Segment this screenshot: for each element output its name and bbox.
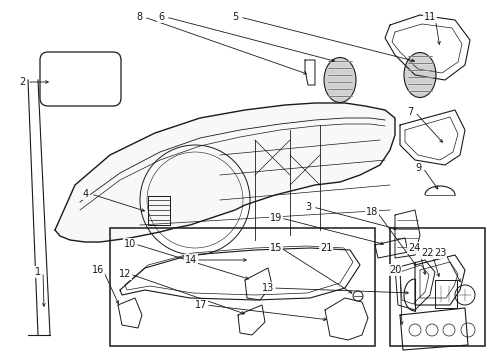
Text: 24: 24: [407, 243, 419, 253]
Text: 20: 20: [388, 265, 400, 275]
Bar: [110, 228, 374, 346]
Ellipse shape: [324, 58, 355, 103]
Bar: [434, 280, 456, 308]
Text: 21: 21: [319, 243, 331, 253]
Text: 7: 7: [406, 107, 412, 117]
Text: 6: 6: [158, 12, 164, 22]
Text: 3: 3: [305, 202, 310, 212]
Text: 22: 22: [420, 248, 432, 258]
Bar: [389, 228, 484, 346]
Polygon shape: [55, 103, 394, 242]
Text: 10: 10: [123, 239, 136, 249]
Text: 5: 5: [231, 12, 238, 22]
Text: 18: 18: [365, 207, 377, 217]
Text: 9: 9: [414, 163, 420, 173]
Text: 2: 2: [19, 77, 25, 87]
Text: 13: 13: [262, 283, 274, 293]
Text: 11: 11: [423, 12, 435, 22]
Text: 19: 19: [269, 213, 282, 223]
Text: 15: 15: [269, 243, 282, 253]
Text: 23: 23: [433, 248, 445, 258]
Text: 16: 16: [92, 265, 104, 275]
Text: 12: 12: [119, 269, 131, 279]
Text: 8: 8: [136, 12, 142, 22]
Text: 17: 17: [194, 300, 207, 310]
Text: 14: 14: [184, 255, 197, 265]
Text: 4: 4: [83, 189, 89, 199]
Ellipse shape: [403, 53, 435, 98]
Text: 1: 1: [35, 267, 41, 277]
